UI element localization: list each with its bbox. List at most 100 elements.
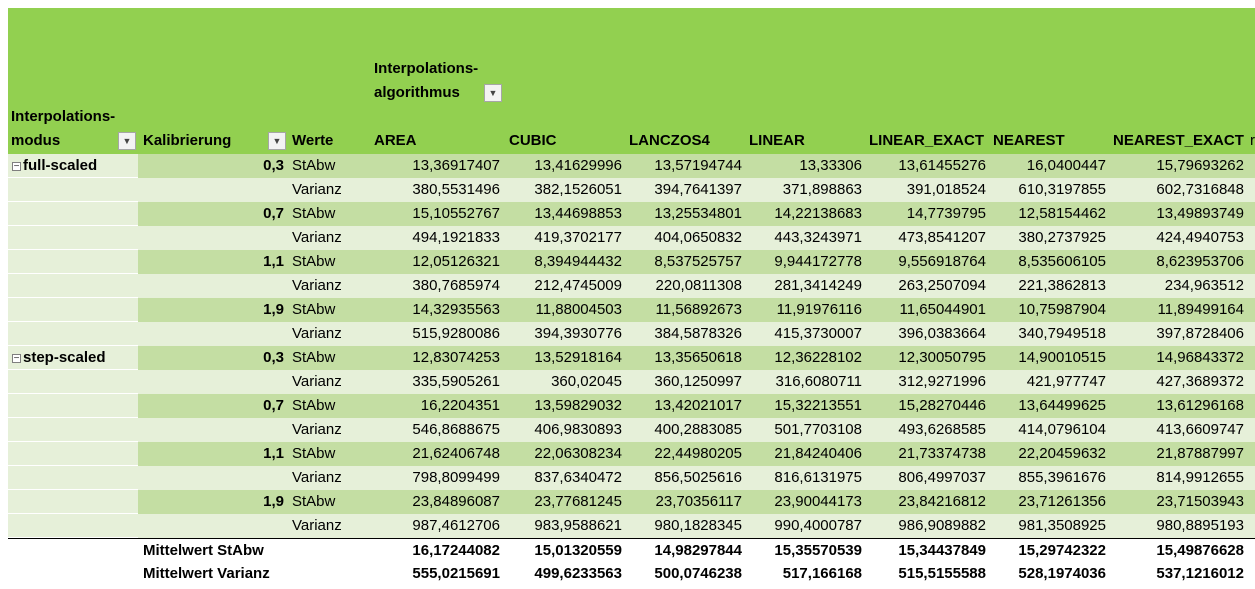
row-field-label-kalibrierung: Kalibrierung	[143, 132, 232, 149]
total-value-cell: 15,34437849	[898, 542, 986, 559]
modus-cell	[8, 514, 138, 538]
collapse-icon[interactable]: −	[12, 160, 21, 172]
chevron-down-icon: ▼	[122, 136, 132, 146]
value-cell: 427,3689372	[1156, 373, 1244, 390]
modus-cell	[8, 442, 138, 466]
value-cell: 981,3508925	[1018, 517, 1106, 534]
modus-cell	[8, 178, 138, 202]
value-cell: 400,2883085	[654, 421, 742, 438]
table-row: Varianz 335,5905261 360,02045 360,1250997 31…	[8, 370, 1255, 394]
collapse-icon[interactable]: −	[12, 352, 21, 364]
value-cell: 13,25534801	[654, 205, 742, 222]
column-header-linear-exact: LINEAR_EXACT	[869, 132, 985, 149]
value-cell: 15,32213551	[774, 397, 862, 414]
value-cell: 602,7316848	[1156, 181, 1244, 198]
value-cell: 493,6268585	[898, 421, 986, 438]
column-filter-dropdown-button[interactable]: ▼	[484, 84, 502, 102]
total-label: Mittelwert StAbw	[143, 542, 264, 559]
row-band	[138, 274, 1255, 298]
table-row: 1,9 StAbw 14,32935563 11,88004503 11,5689267…	[8, 298, 1255, 322]
total-value-cell: 517,166168	[782, 565, 862, 582]
value-cell: 8,537525757	[654, 253, 742, 270]
werte-cell: StAbw	[292, 205, 336, 222]
value-cell: 546,8688675	[412, 421, 500, 438]
value-cell: 494,1921833	[412, 229, 500, 246]
werte-cell: Varianz	[292, 373, 342, 390]
value-cell: 14,90010515	[1018, 349, 1106, 366]
chevron-down-icon: ▼	[488, 88, 498, 98]
row-band	[138, 394, 1255, 418]
row-band	[138, 490, 1255, 514]
value-cell: 421,977747	[1026, 373, 1106, 390]
value-cell: 12,30050795	[898, 349, 986, 366]
werte-cell: StAbw	[292, 253, 336, 270]
pivot-header-band	[8, 8, 1255, 154]
value-cell: 12,58154462	[1018, 205, 1106, 222]
value-cell: 419,3702177	[534, 229, 622, 246]
row-band	[138, 418, 1255, 442]
value-cell: 316,6080711	[775, 373, 862, 390]
value-cell: 23,77681245	[534, 493, 622, 510]
total-value-cell: 499,6233563	[534, 565, 622, 582]
column-header-nearest-exact: NEAREST_EXACT	[1113, 132, 1244, 149]
value-cell: 986,9089882	[898, 517, 986, 534]
total-value-cell: 14,98297844	[654, 542, 742, 559]
row-band	[138, 250, 1255, 274]
value-cell: 340,7949518	[1018, 325, 1106, 342]
total-value-cell: 15,01320559	[534, 542, 622, 559]
modus-filter-dropdown-button[interactable]: ▼	[118, 132, 136, 150]
column-header-nearest: NEAREST	[993, 132, 1065, 149]
kalibrierung-cell	[138, 370, 288, 394]
value-cell: 8,394944432	[534, 253, 622, 270]
value-cell: 13,49893749	[1156, 205, 1244, 222]
value-cell: 990,4000787	[774, 517, 862, 534]
value-cell: 10,75987904	[1018, 301, 1106, 318]
kalibrierung-cell: 0,7	[263, 205, 284, 222]
row-band	[138, 514, 1255, 538]
kalibrierung-cell: 0,3	[263, 349, 284, 366]
kalibrierung-cell: 1,9	[263, 493, 284, 510]
value-cell: 9,556918764	[898, 253, 986, 270]
kalibrierung-cell	[138, 226, 288, 250]
table-row: Varianz 380,5531496 382,1526051 394,7641397…	[8, 178, 1255, 202]
werte-cell: StAbw	[292, 445, 336, 462]
value-cell: 394,3930776	[534, 325, 622, 342]
value-cell: 13,59829032	[534, 397, 622, 414]
table-row: Varianz 798,8099499 837,6340472 856,5025616…	[8, 466, 1255, 490]
table-row: Varianz 987,4612706 983,9588621 980,1828345…	[8, 514, 1255, 538]
value-cell: 11,56892673	[655, 301, 742, 318]
value-cell: 13,57194744	[654, 157, 742, 174]
row-band	[138, 346, 1255, 370]
value-cell: 415,3730007	[774, 325, 862, 342]
modus-cell	[8, 226, 138, 250]
value-cell: 16,0400447	[1026, 157, 1106, 174]
value-cell: 397,8728406	[1156, 325, 1244, 342]
value-cell: 281,3414249	[774, 277, 862, 294]
value-cell: 15,28270446	[898, 397, 986, 414]
value-cell: 371,898863	[782, 181, 862, 198]
value-cell: 22,06308234	[534, 445, 622, 462]
row-field-label-line2: modus	[11, 132, 61, 149]
total-value-cell: 537,1216012	[1156, 565, 1244, 582]
werte-cell: StAbw	[292, 301, 336, 318]
value-cell: 8,535606105	[1018, 253, 1106, 270]
modus-cell: − step-scaled	[8, 346, 138, 370]
table-row: Varianz 515,9280086 394,3930776 384,5878326…	[8, 322, 1255, 346]
table-row: Varianz 546,8688675 406,9830893 400,2883085…	[8, 418, 1255, 442]
total-value-cell: 555,0215691	[412, 565, 500, 582]
value-cell: 360,02045	[551, 373, 622, 390]
total-value-cell: 528,1974036	[1018, 565, 1106, 582]
value-cell: 360,1250997	[654, 373, 742, 390]
modus-cell	[8, 298, 138, 322]
table-row: 0,7 StAbw 16,2204351 13,59829032 13,42021017…	[8, 394, 1255, 418]
value-cell: 21,84240406	[774, 445, 862, 462]
kalibrierung-cell	[138, 514, 288, 538]
value-cell: 23,71503943	[1156, 493, 1244, 510]
value-cell: 13,35650618	[654, 349, 742, 366]
kalibrierung-filter-dropdown-button[interactable]: ▼	[268, 132, 286, 150]
value-cell: 424,4940753	[1156, 229, 1244, 246]
table-row: 1,1 StAbw 12,05126321 8,394944432 8,53752575…	[8, 250, 1255, 274]
value-cell: 312,9271996	[898, 373, 986, 390]
value-cell: 22,20459632	[1018, 445, 1106, 462]
